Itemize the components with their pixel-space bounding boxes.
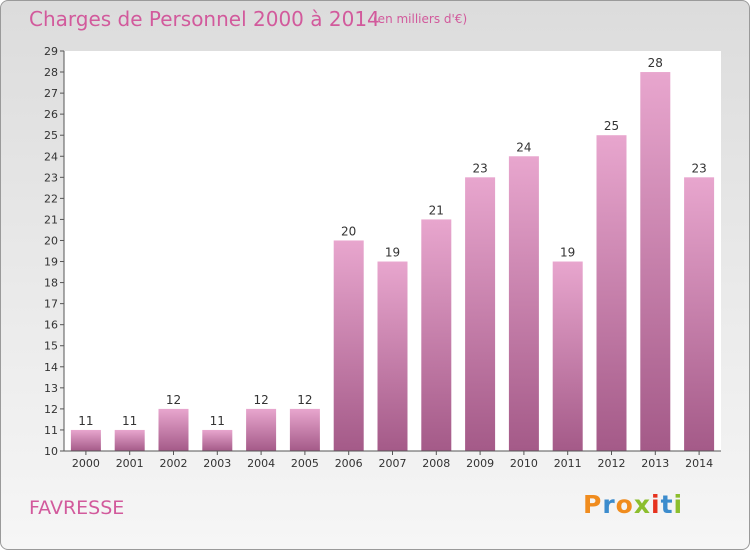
x-axis: 2000 2001 2002 2003 2004 2005 2006 2007 2008 2009… [64,450,721,470]
x-tick-label: 2012 [598,457,626,470]
logo-letter: i [673,490,684,519]
bar-2009 [465,177,496,451]
logo-letter: r [602,490,616,519]
bar-value-label: 25 [604,119,619,133]
bar-2005 [289,408,320,451]
y-tick-label: 15 [44,340,58,353]
y-tick-label: 10 [44,445,58,458]
bar-value-label: 28 [648,56,663,70]
logo-letter: t [660,490,674,519]
x-tick-label: 2004 [247,457,275,470]
x-tick-label: 2010 [510,457,538,470]
chart-title: Charges de Personnel 2000 à 2014 [29,7,380,31]
bar-value-label: 12 [297,393,312,407]
logo-letter: x [633,490,651,519]
bar-value-label: 20 [341,224,356,238]
bar-value-label: 23 [691,161,706,175]
y-tick-label: 20 [44,234,58,247]
bar-2003 [202,429,233,451]
bar-2006 [333,240,364,451]
x-tick-label: 2006 [335,457,363,470]
x-tick-label: 2003 [203,457,231,470]
bar-value-label: 11 [78,414,93,428]
y-axis: 10 11 12 13 14 15 16 17 18 19 20 21 22 23 24 25 26 27 28 29 [44,45,65,458]
x-tick-label: 2005 [291,457,319,470]
y-tick-label: 25 [44,129,58,142]
y-tick-label: 28 [44,66,58,79]
y-tick-label: 29 [44,45,58,58]
bar-value-label: 21 [429,203,444,217]
bar-2004 [246,408,277,451]
bar-2007 [377,261,408,451]
bar-2000 [70,429,101,451]
bar-value-label: 12 [253,393,268,407]
bar-2011 [552,261,583,451]
y-tick-label: 23 [44,171,58,184]
x-tick-label: 2007 [379,457,407,470]
y-tick-label: 27 [44,87,58,100]
bar-value-label: 12 [166,393,181,407]
logo-letter: P [583,490,603,519]
bar-value-label: 19 [560,246,575,260]
y-tick-label: 11 [44,424,58,437]
x-tick-label: 2001 [116,457,144,470]
y-tick-label: 14 [44,361,58,374]
y-tick-label: 21 [44,213,58,226]
y-tick-label: 17 [44,298,58,311]
bar-value-label: 11 [122,414,137,428]
bar-2012 [596,135,627,452]
proxiti-logo: Proxiti [583,490,683,519]
x-tick-label: 2013 [641,457,669,470]
logo-letter: o [615,490,634,519]
y-tick-label: 12 [44,403,58,416]
bar-2008 [421,219,452,451]
bar-value-label: 24 [516,140,531,154]
x-tick-label: 2011 [554,457,582,470]
y-tick-label: 18 [44,277,58,290]
logo-letter: i [651,490,661,519]
bar-value-label: 23 [472,161,487,175]
bar-2001 [114,429,145,451]
bar-2002 [158,408,189,451]
y-tick-label: 22 [44,192,58,205]
y-tick-label: 24 [44,150,58,163]
place-name: FAVRESSE [29,497,125,519]
bar-value-label: 11 [210,414,225,428]
bar-2014 [684,177,715,451]
bar-2010 [508,156,539,451]
y-tick-label: 13 [44,382,58,395]
y-tick-label: 16 [44,319,58,332]
bars-group: 11 11 12 11 12 12 20 19 21 23 24 19 25 28 23 [70,56,715,452]
x-tick-label: 2002 [160,457,188,470]
x-tick-label: 2014 [685,457,713,470]
bar-value-label: 19 [385,246,400,260]
x-tick-label: 2000 [72,457,100,470]
bar-2013 [640,72,671,451]
y-tick-label: 26 [44,108,58,121]
x-tick-label: 2008 [422,457,450,470]
y-tick-label: 19 [44,256,58,269]
chart-subtitle: (en milliers d'€) [373,12,468,26]
x-tick-label: 2009 [466,457,494,470]
